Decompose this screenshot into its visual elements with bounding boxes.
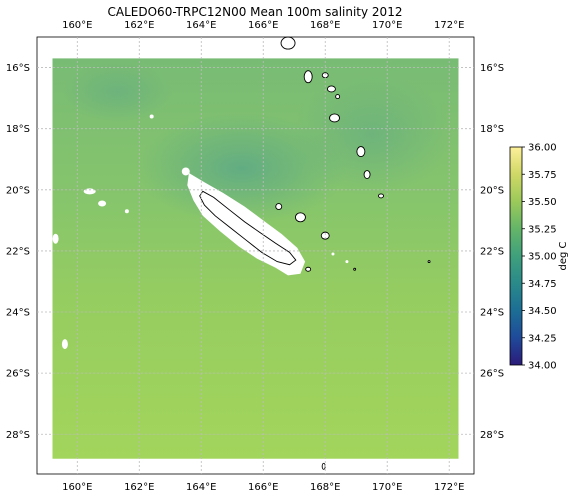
x-tick-label-bottom: 168°E: [310, 482, 340, 493]
salinity-field: [52, 58, 459, 459]
island-malekula: [303, 70, 313, 84]
reef-speck: [181, 167, 190, 176]
island-ouvea: [275, 203, 283, 211]
colorbar: 36.00 35.75 35.50 35.25 35.00 34.75 34.50 34.25…: [509, 143, 569, 372]
colorbar-tick-label: 34.25: [528, 333, 557, 344]
y-tick-label-right: 26°S: [480, 369, 504, 380]
x-tick-label-top: 162°E: [124, 20, 154, 31]
x-tick-label-bottom: 160°E: [62, 482, 92, 493]
reef-speck: [83, 188, 96, 195]
island-aneityum: [378, 193, 384, 199]
axis-ticks: 160°E 160°E 162°E 162°E 164°E 164°E 166°E 166°E…: [6, 20, 504, 493]
y-tick-label-left: 28°S: [6, 430, 30, 441]
low-salinity-patch: [291, 74, 452, 195]
y-tick-label-left: 22°S: [6, 246, 30, 257]
colorbar-tick-label: 34.50: [528, 306, 557, 317]
x-tick-label-bottom: 164°E: [186, 482, 216, 493]
y-tick-label-right: 16°S: [480, 63, 504, 74]
island-lifou: [294, 212, 306, 223]
island-mare: [320, 231, 330, 240]
y-tick-label-left: 16°S: [6, 63, 30, 74]
y-tick-label-left: 18°S: [6, 124, 30, 135]
x-tick-label-bottom: 172°E: [434, 482, 464, 493]
island-tanna: [363, 170, 371, 179]
low-salinity-patch: [62, 62, 173, 123]
island-south-islet: [321, 462, 326, 470]
island-erromango: [356, 146, 366, 158]
island-walpole: [353, 267, 357, 271]
island-santo: [280, 36, 296, 50]
colorbar-tick-label: 34.75: [528, 279, 557, 290]
island-matthew: [427, 260, 431, 264]
colorbar-tick-label: 35.75: [528, 170, 557, 181]
island-shepherd: [335, 94, 341, 100]
island-grande-terre-coast: [199, 190, 297, 266]
x-tick-label-bottom: 166°E: [248, 482, 278, 493]
colorbar-tick-label: 35.50: [528, 197, 557, 208]
y-tick-label-right: 24°S: [480, 308, 504, 319]
colorbar-ticks: 36.00 35.75 35.50 35.25 35.00 34.75 34.50 34.25…: [522, 143, 557, 372]
y-tick-label-right: 22°S: [480, 246, 504, 257]
colorbar-tick-label: 35.00: [528, 252, 557, 263]
reef-speck: [124, 209, 129, 214]
y-tick-label-left: 24°S: [6, 308, 30, 319]
chart-title: CALEDO60-TRPC12N00 Mean 100m salinity 20…: [108, 5, 403, 19]
y-tick-label-right: 28°S: [480, 430, 504, 441]
colorbar-scale: [509, 146, 523, 366]
y-tick-label-right: 20°S: [480, 185, 504, 196]
x-tick-label-top: 172°E: [434, 20, 464, 31]
reef-speck: [149, 114, 154, 119]
y-tick-label-left: 20°S: [6, 185, 30, 196]
x-tick-label-bottom: 170°E: [372, 482, 402, 493]
x-tick-label-top: 164°E: [186, 20, 216, 31]
island-isle-of-pines: [305, 266, 312, 272]
gridlines: [37, 37, 474, 474]
colorbar-tick-label: 35.25: [528, 224, 557, 235]
reef-speck: [61, 339, 68, 350]
y-tick-label-left: 26°S: [6, 369, 30, 380]
reef-speck: [52, 233, 59, 244]
island-epi: [326, 85, 336, 93]
x-tick-label-top: 166°E: [248, 20, 278, 31]
y-tick-label-right: 18°S: [480, 124, 504, 135]
x-tick-label-top: 168°E: [310, 20, 340, 31]
colorbar-tick-label: 34.00: [528, 361, 557, 372]
land-layer: [52, 36, 431, 470]
x-tick-label-top: 160°E: [62, 20, 92, 31]
reef-speck: [98, 200, 107, 207]
reef-speck: [331, 252, 335, 256]
colorbar-tick-label: 36.00: [528, 143, 557, 154]
x-tick-label-bottom: 162°E: [124, 482, 154, 493]
colorbar-label: deg C: [558, 241, 569, 270]
island-efate: [329, 113, 340, 123]
x-tick-label-top: 170°E: [372, 20, 402, 31]
reef-speck: [345, 260, 349, 264]
